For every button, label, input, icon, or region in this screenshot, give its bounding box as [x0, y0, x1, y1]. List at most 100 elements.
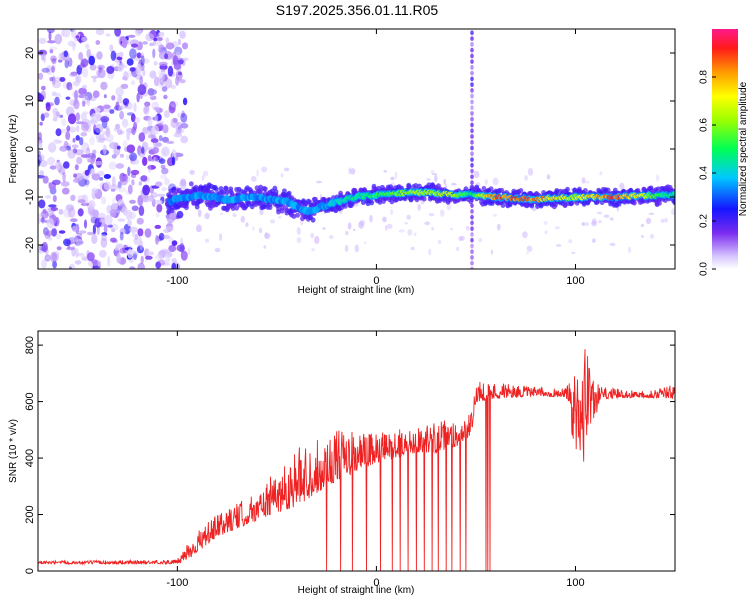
spectrogram-noise-cell [51, 58, 57, 65]
spectrogram-artifact-cell [470, 226, 474, 232]
spectrogram-noise-cell [155, 212, 160, 218]
snr-y-tick-label: 200 [24, 505, 36, 523]
spectrogram-noise-cell [163, 94, 168, 100]
snr-series-line [38, 349, 675, 571]
spectrogram-noise-cell [61, 118, 67, 127]
spectrogram-noise-cell [170, 84, 176, 89]
spectrogram-noise-cell [158, 31, 165, 37]
spectrogram-noise-cell [348, 167, 352, 175]
snr-panel: -100 0 100 0 200 400 600 800 Height of straight… [8, 330, 676, 596]
spectrogram-noise-cell [150, 192, 158, 198]
spectrogram-artifact-cell [470, 232, 474, 237]
snr-y-axis-label: SNR (10 * v/v) [8, 419, 19, 483]
spectrogram-noise-cell [585, 221, 589, 227]
spectrogram-noise-cell [63, 161, 70, 169]
spectrogram-noise-cell [129, 67, 136, 72]
spectrogram-noise-cell [127, 184, 133, 195]
spectrogram-noise-cell [102, 103, 111, 113]
spectrogram-noise-cell [56, 140, 63, 144]
spectrogram-noise-cell [78, 87, 87, 95]
spectrogram-noise-cell [77, 199, 86, 204]
spectrogram-noise-cell [127, 248, 133, 259]
spectrogram-noise-cell [431, 227, 434, 231]
spectrogram-noise-cell [107, 255, 111, 267]
spectrogram-track-halo [648, 186, 654, 192]
spectrogram-noise-cell [154, 224, 162, 229]
spectrogram-noise-cell [65, 108, 74, 114]
spectrogram-noise-cell [140, 175, 148, 182]
spectrogram-noise-cell [522, 231, 528, 239]
spectrogram-noise-cell [67, 207, 76, 218]
spectrogram-noise-cell [67, 113, 77, 125]
spectrogram-track-halo [595, 199, 600, 205]
spectrogram-noise-cell [450, 227, 453, 231]
spectrogram-noise-cell [148, 195, 154, 202]
spectrogram-noise-cell [99, 219, 105, 223]
spectrogram-noise-cell [353, 228, 356, 232]
spectrogram-noise-cell [165, 42, 175, 50]
spectrogram-noise-cell [478, 238, 483, 243]
snr-x-axis-label: Height of straight line (km) [298, 585, 415, 596]
spectrogram-noise-cell [41, 67, 50, 73]
spectrogram-noise-cell [363, 241, 366, 244]
spectrogram-artifact-cell [470, 266, 474, 269]
spectrogram-noise-cell [413, 232, 417, 236]
spectrogram-track-halo [178, 201, 183, 207]
spectrogram-noise-cell [189, 169, 195, 175]
spectrogram-noise-cell [97, 212, 106, 219]
spectrogram-noise-cell [100, 237, 108, 248]
spectrogram-noise-cell [394, 171, 398, 180]
spectrogram-noise-cell [109, 44, 114, 52]
spectrogram-noise-cell [205, 238, 209, 243]
spectrogram-noise-cell [180, 113, 188, 123]
spectrogram-noise-cell [131, 205, 139, 212]
spectrogram-noise-cell [609, 217, 614, 221]
spectrogram-track-halo [310, 217, 316, 223]
spectrogram-noise-cell [91, 187, 99, 195]
spectrogram-noise-cell [88, 200, 96, 210]
spectrogram-noise-cell [214, 247, 221, 253]
spectrogram-noise-cell [130, 169, 140, 176]
spectrogram-noise-cell [106, 66, 115, 74]
spectrogram-noise-cell [138, 205, 145, 216]
spectrogram-noise-cell [641, 235, 644, 238]
spectrogram-noise-cell [240, 215, 246, 223]
spectrogram-noise-cell [384, 225, 388, 231]
spectrogram-noise-cell [115, 243, 125, 249]
spectrogram-track-halo [343, 203, 348, 209]
spectrogram-noise-cell [118, 51, 124, 58]
spectrogram-noise-cell [219, 212, 224, 216]
spectrogram-noise-cell [134, 117, 141, 124]
spectrogram-noise-cell [38, 142, 43, 149]
spectrogram-noise-cell [648, 212, 655, 215]
spectrogram-noise-cell [115, 163, 125, 169]
spectrogram-noise-cell [599, 171, 603, 176]
spectrogram-noise-cell [142, 184, 151, 196]
spectrogram-noise-cell [111, 95, 116, 101]
spectrogram-noise-cell [164, 53, 169, 60]
colorbar-label: Normalized spectral amplitude [738, 81, 749, 216]
spectrogram-track-halo [234, 205, 240, 211]
spectrogram-noise-cell [153, 38, 158, 42]
spectrogram-noise-cell [258, 227, 263, 234]
spectrogram-noise-cell [52, 179, 61, 185]
spectrogram-noise-cell [103, 174, 111, 179]
spectrogram-noise-cell [72, 137, 76, 143]
spectrogram-noise-cell [58, 208, 64, 215]
spectrogram-noise-cell [165, 254, 171, 265]
spectrogram-noise-cell [82, 84, 87, 90]
spectrogram-y-tick-label: 20 [24, 47, 36, 59]
spectrogram-noise-cell [175, 76, 180, 86]
spectrogram-noise-cell [256, 169, 259, 177]
spectrogram-noise-cell [100, 116, 110, 123]
spectrogram-noise-cell [95, 29, 105, 36]
spectrogram-noise-cell [94, 188, 103, 200]
snr-frame [37, 330, 676, 572]
spectrogram-noise-cell [90, 154, 97, 161]
spectrogram-track-halo [286, 190, 292, 196]
spectrogram-noise-cell [117, 128, 123, 135]
spectrogram-noise-cell [526, 245, 533, 252]
spectrogram-noise-cell [117, 187, 127, 193]
colorbar-tick-label: 0.8 [699, 70, 710, 84]
spectrogram-noise-cell [136, 92, 140, 103]
